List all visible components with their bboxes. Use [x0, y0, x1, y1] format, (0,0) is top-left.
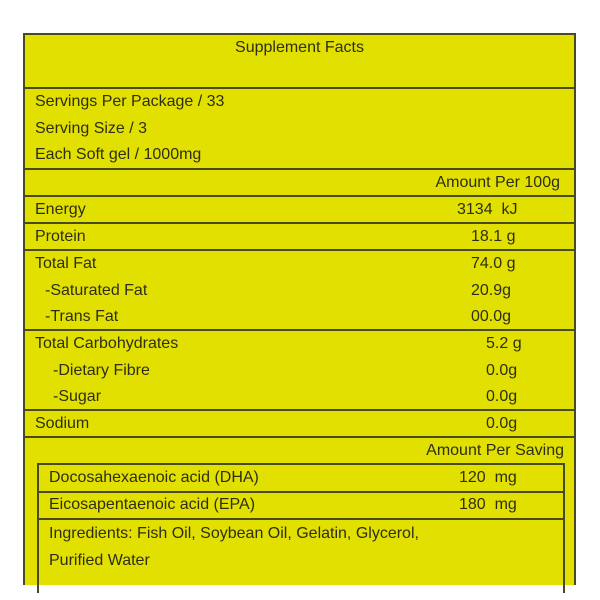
nutrient-value-sodium: 0.0g — [486, 415, 518, 432]
nutrient-label-sugar: -Sugar — [53, 388, 102, 405]
nutrient-label-trans-fat: -Trans Fat — [45, 308, 119, 325]
divider — [25, 195, 574, 197]
panel-title: Supplement Facts — [235, 39, 364, 56]
epa-value: 180 mg — [459, 496, 517, 513]
dha-label: Docosahexaenoic acid (DHA) — [49, 469, 259, 486]
divider — [25, 436, 574, 438]
nutrient-value-dietary-fibre: 0.0g — [486, 362, 518, 379]
nutrient-value-energy: 3134 kJ — [457, 201, 518, 218]
nutrient-label-saturated-fat: -Saturated Fat — [45, 282, 148, 299]
nutrient-label-protein: Protein — [35, 228, 86, 245]
supplement-facts-panel: Supplement Facts Servings Per Package / … — [23, 33, 576, 593]
divider — [25, 249, 574, 251]
nutrient-value-protein: 18.1 g — [471, 228, 516, 245]
nutrient-label-energy: Energy — [35, 201, 86, 218]
serving-size: Serving Size / 3 — [35, 120, 148, 137]
per100-header: Amount Per 100g — [435, 174, 560, 191]
nutrient-value-trans-fat: 00.0g — [471, 308, 512, 325]
nutrient-label-total-fat: Total Fat — [35, 255, 97, 272]
divider — [39, 491, 563, 493]
divider — [25, 168, 574, 170]
soft-gel-weight: Each Soft gel / 1000mg — [35, 146, 202, 163]
servings-per-package: Servings Per Package / 33 — [35, 93, 225, 110]
nutrient-label-sodium: Sodium — [35, 415, 90, 432]
ingredients-line-1: Ingredients: Fish Oil, Soybean Oil, Gela… — [49, 525, 419, 542]
nutrient-value-total-fat: 74.0 g — [471, 255, 516, 272]
divider — [25, 329, 574, 331]
divider — [25, 87, 574, 89]
epa-label: Eicosapentaenoic acid (EPA) — [49, 496, 256, 513]
nutrient-value-saturated-fat: 20.9g — [471, 282, 512, 299]
divider — [39, 518, 563, 520]
divider — [25, 222, 574, 224]
nutrient-value-total-carbs: 5.2 g — [486, 335, 522, 352]
nutrient-label-dietary-fibre: -Dietary Fibre — [53, 362, 150, 379]
per-serving-header: Amount Per Saving — [426, 442, 564, 459]
nutrient-value-sugar: 0.0g — [486, 388, 518, 405]
dha-value: 120 mg — [459, 469, 517, 486]
divider — [25, 409, 574, 411]
nutrient-label-total-carbs: Total Carbohydrates — [35, 335, 179, 352]
per-serving-box: Docosahexaenoic acid (DHA) 120 mg Eicosa… — [37, 463, 565, 593]
ingredients-line-2: Purified Water — [49, 552, 150, 569]
